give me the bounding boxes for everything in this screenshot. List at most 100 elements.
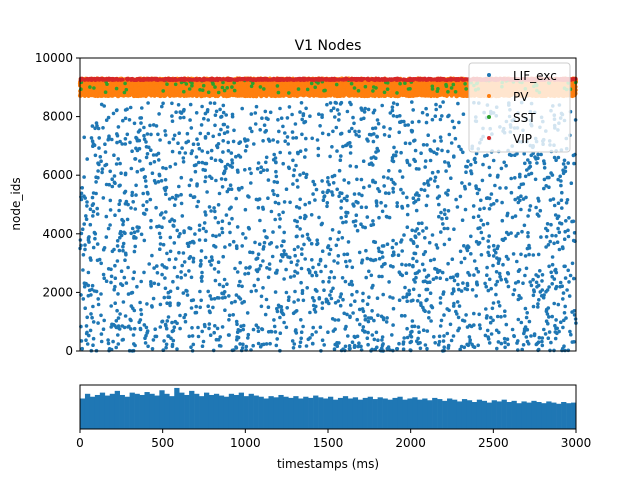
spike-point	[498, 186, 502, 190]
spike-point	[481, 162, 485, 167]
spike-point	[196, 160, 201, 165]
spike-point	[241, 342, 245, 347]
spike-point	[183, 313, 188, 317]
spike-point	[166, 334, 170, 338]
spike-point	[339, 131, 344, 136]
spike-point	[191, 256, 196, 261]
spike-point	[455, 300, 460, 304]
spike-point	[362, 116, 366, 121]
spike-point	[348, 164, 353, 168]
spike-point	[272, 152, 277, 157]
spike-point	[375, 203, 379, 208]
spike-point	[320, 301, 325, 305]
spike-point	[137, 225, 141, 230]
spike-point	[534, 205, 538, 210]
spike-point	[301, 324, 305, 329]
spike-point	[408, 141, 412, 146]
spike-point	[213, 278, 218, 283]
spike-point	[143, 212, 147, 216]
spike-point	[158, 235, 163, 240]
spike-point	[327, 276, 332, 280]
spike-point	[99, 332, 104, 336]
spike-point	[481, 222, 486, 227]
spike-point	[458, 347, 463, 352]
spike-point	[390, 155, 395, 160]
spike-point	[516, 279, 521, 284]
spike-point	[479, 198, 483, 203]
spike-point	[445, 307, 450, 311]
spike-point	[374, 200, 379, 205]
spike-point	[209, 209, 213, 213]
spike-point	[463, 207, 468, 212]
spike-point	[438, 135, 443, 139]
spike-point	[145, 152, 150, 156]
spike-point	[320, 306, 325, 311]
spike-point	[391, 186, 395, 191]
spike-point	[512, 288, 517, 292]
spike-point	[162, 339, 166, 343]
spike-point	[106, 267, 111, 271]
spike-point	[342, 311, 347, 316]
spike-point	[285, 116, 290, 120]
spike-point	[434, 243, 439, 247]
spike-point	[200, 344, 205, 349]
spike-point	[435, 196, 440, 200]
spike-point	[108, 208, 113, 212]
spike-point	[476, 270, 481, 274]
spike-point	[313, 198, 317, 202]
spike-point	[240, 106, 244, 111]
spike-point	[552, 348, 556, 353]
spike-point	[394, 242, 399, 246]
spike-point	[291, 173, 296, 178]
spike-point	[186, 244, 191, 248]
spike-point	[518, 174, 522, 179]
spike-point	[127, 324, 131, 329]
spike-point	[505, 337, 510, 342]
spike-point	[515, 259, 519, 264]
spike-point	[390, 333, 394, 337]
spike-point	[516, 317, 521, 322]
spike-point	[547, 285, 551, 289]
spike-point	[434, 102, 438, 107]
spike-point	[295, 234, 299, 239]
spike-point	[308, 310, 312, 315]
spike-point	[316, 146, 321, 151]
spike-point	[282, 320, 286, 325]
spike-point	[279, 308, 284, 312]
spike-point	[141, 167, 145, 172]
spike-point	[416, 336, 420, 341]
spike-point	[222, 277, 227, 282]
spike-point	[355, 317, 360, 322]
spike-point	[477, 312, 482, 317]
spike-point	[120, 142, 124, 146]
spike-point	[221, 284, 226, 289]
spike-point	[128, 105, 133, 110]
spike-point	[151, 153, 156, 157]
spike-point	[559, 183, 563, 188]
spike-point	[114, 319, 119, 323]
spike-point	[472, 311, 476, 316]
spike-point	[486, 288, 491, 293]
spike-point	[434, 107, 439, 112]
spike-point	[139, 308, 143, 312]
spike-point	[377, 215, 381, 220]
spike-point	[336, 237, 340, 242]
spike-point	[376, 338, 380, 343]
spike-point	[388, 127, 392, 131]
spike-point	[400, 262, 404, 267]
spike-point	[292, 342, 297, 346]
spike-point	[94, 175, 98, 179]
spike-point	[421, 328, 426, 333]
spike-point	[201, 339, 206, 344]
spike-point	[334, 101, 339, 105]
spike-point	[129, 166, 134, 171]
spike-point	[171, 338, 176, 343]
spike-point	[203, 136, 208, 140]
spike-point	[380, 274, 384, 279]
spike-point	[521, 343, 526, 347]
spike-point	[322, 343, 327, 347]
spike-point	[546, 321, 550, 326]
spike-point	[523, 174, 528, 179]
spike-point	[157, 231, 162, 236]
spike-point	[106, 341, 111, 346]
